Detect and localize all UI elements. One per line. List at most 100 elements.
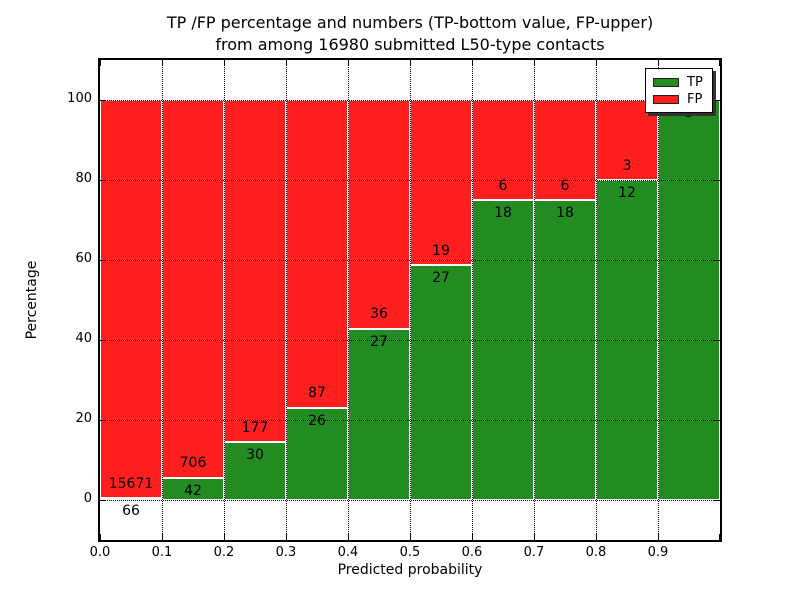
gridline-x	[224, 60, 225, 540]
legend-item-fp: FP	[653, 91, 712, 108]
x-tick-mark	[224, 60, 225, 66]
legend-label-tp: TP	[687, 75, 703, 90]
bar-tp-segment	[100, 498, 162, 501]
x-tick-mark	[100, 534, 101, 540]
x-tick-label: 0.5	[399, 545, 421, 560]
bar-tp-segment	[410, 265, 472, 500]
y-tick-mark	[714, 180, 720, 181]
x-tick-mark	[596, 534, 597, 540]
tp-count-label: 42	[184, 482, 202, 499]
gridline-x	[472, 60, 473, 540]
y-tick-label: 80	[75, 171, 92, 186]
bar-tp-segment	[534, 200, 596, 500]
x-tick-mark	[472, 534, 473, 540]
bar-tp-segment	[658, 100, 720, 500]
bar-tp-segment	[224, 442, 286, 500]
bar-tp-segment	[472, 200, 534, 500]
tp-count-label: 26	[308, 412, 326, 429]
fp-count-label: 6	[498, 177, 508, 194]
tp-count-label: 3	[684, 105, 694, 121]
chart-title-line2: from among 16980 submitted L50-type cont…	[215, 35, 605, 54]
x-tick-mark	[286, 534, 287, 540]
y-axis-label: Percentage	[24, 260, 40, 340]
fp-color-swatch	[653, 95, 679, 104]
y-tick-mark	[100, 260, 106, 261]
x-tick-mark	[534, 534, 535, 540]
bar-fp-segment	[224, 100, 286, 443]
x-tick-label: 0.2	[213, 545, 235, 560]
x-tick-label: 0.8	[585, 545, 607, 560]
gridline-x	[596, 60, 597, 540]
x-axis-label: Predicted probability	[337, 562, 483, 578]
y-tick-label: 40	[75, 331, 92, 346]
x-tick-mark	[162, 60, 163, 66]
x-tick-label: 0.0	[89, 545, 111, 560]
gridline-x	[658, 60, 659, 540]
tp-count-label: 27	[370, 333, 388, 350]
y-tick-label: 20	[75, 411, 92, 426]
tp-count-label: 30	[246, 447, 264, 464]
y-tick-mark	[714, 340, 720, 341]
fp-count-label: 36	[370, 306, 388, 323]
gridline-y	[100, 260, 720, 261]
x-tick-mark	[286, 60, 287, 66]
y-tick-mark	[714, 260, 720, 261]
fp-count-label: 15671	[108, 475, 154, 492]
gridline-x	[534, 60, 535, 540]
legend-item-tp: TP	[653, 74, 712, 91]
fp-count-label: 3	[622, 157, 632, 174]
fp-count-label: 19	[432, 242, 450, 259]
x-tick-mark	[348, 60, 349, 66]
x-tick-mark	[348, 534, 349, 540]
y-tick-mark	[714, 420, 720, 421]
bar-fp-segment	[410, 100, 472, 266]
gridline-x	[162, 60, 163, 540]
x-tick-label: 0.1	[151, 545, 173, 560]
y-tick-mark	[100, 340, 106, 341]
y-tick-mark	[100, 100, 106, 101]
tp-count-label: 66	[122, 503, 140, 520]
x-tick-mark	[410, 534, 411, 540]
x-tick-label: 0.4	[337, 545, 359, 560]
gridline-y	[100, 340, 720, 341]
x-tick-mark	[719, 534, 720, 540]
x-tick-mark	[162, 534, 163, 540]
x-tick-mark	[100, 60, 101, 66]
fp-count-label: 6	[560, 177, 570, 194]
y-tick-label: 100	[67, 91, 92, 106]
x-tick-mark	[658, 60, 659, 66]
gridline-y	[100, 180, 720, 181]
plot-area: 6615671427063017726872736271918618612330	[98, 58, 722, 542]
x-tick-mark	[534, 60, 535, 66]
x-tick-label: 0.6	[461, 545, 483, 560]
x-tick-mark	[410, 60, 411, 66]
tp-count-label: 18	[556, 205, 574, 221]
x-tick-mark	[719, 60, 720, 66]
tp-color-swatch	[653, 78, 679, 87]
y-tick-mark	[100, 500, 106, 501]
y-tick-label: 0	[83, 491, 92, 506]
bar-fp-segment	[348, 100, 410, 329]
x-tick-mark	[472, 60, 473, 66]
y-tick-mark	[100, 420, 106, 421]
gridline-y	[100, 100, 720, 101]
bar-fp-segment	[286, 100, 348, 408]
tp-count-label: 18	[494, 205, 512, 221]
gridline-x	[410, 60, 411, 540]
bar-fp-segment	[100, 100, 162, 499]
fp-count-label: 87	[308, 385, 326, 402]
gridline-x	[348, 60, 349, 540]
legend: TP FP	[645, 68, 713, 113]
x-tick-label: 0.7	[523, 545, 545, 560]
bar-fp-segment	[162, 100, 224, 478]
bar-tp-segment	[348, 328, 410, 500]
y-tick-mark	[100, 180, 106, 181]
chart-title-line1: TP /FP percentage and numbers (TP-bottom…	[166, 13, 654, 32]
fp-count-label: 706	[179, 455, 207, 472]
x-tick-mark	[658, 534, 659, 540]
gridline-y	[100, 500, 720, 501]
fp-count-label: 177	[241, 419, 269, 436]
gridline-y	[100, 420, 720, 421]
tp-count-label: 12	[618, 185, 636, 201]
